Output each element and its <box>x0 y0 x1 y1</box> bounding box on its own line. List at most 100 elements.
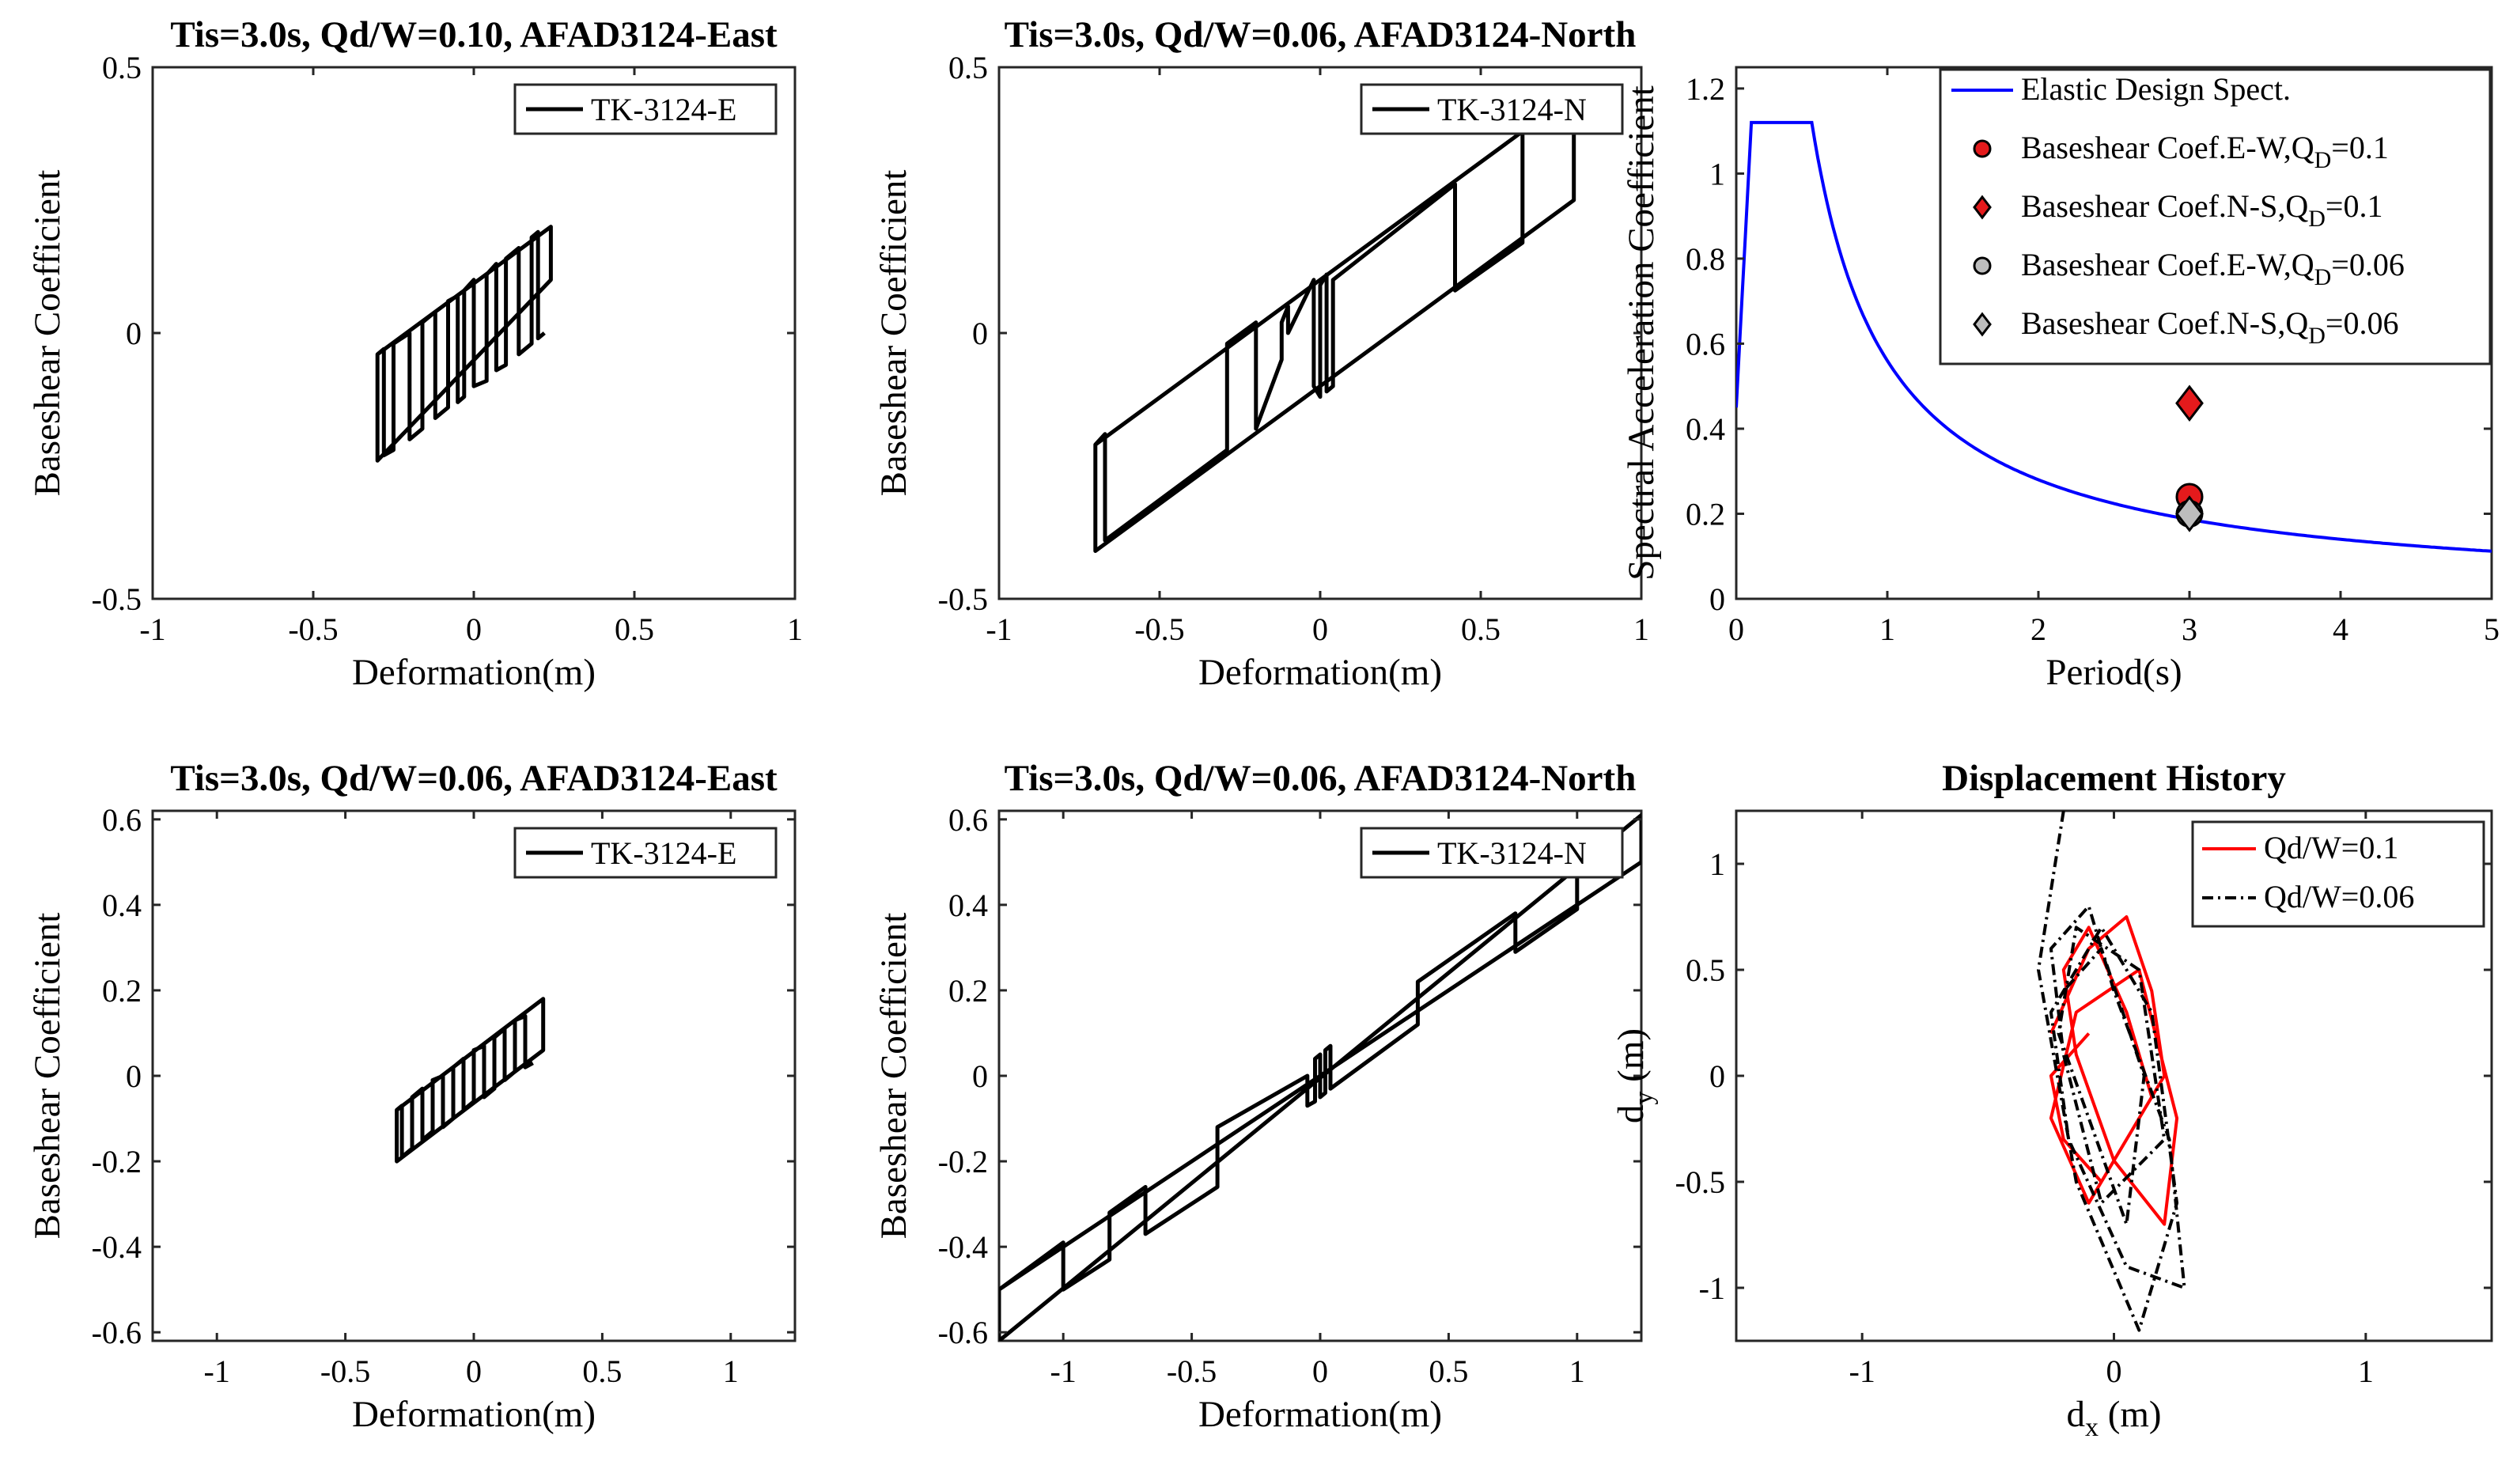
plot-area <box>375 225 553 463</box>
y-tick-label: 0.4 <box>948 888 988 923</box>
plot-area <box>999 812 1641 1341</box>
chart-p4: -1 -0.5 0 0.5 1 -0.6 -0.4 -0.2 0 0.2 0.4 0.6 Tis=3.0… <box>27 758 797 1435</box>
x-tick-label: 0 <box>1312 1353 1328 1389</box>
y-tick-label: -0.5 <box>938 581 988 617</box>
y-tick-label: 0.6 <box>1686 326 1725 362</box>
y-tick-label: 0 <box>1709 1058 1725 1094</box>
x-tick-label: 0.5 <box>1429 1353 1468 1389</box>
x-tick-label: 0 <box>1312 611 1328 647</box>
x-tick-label: 3 <box>2182 611 2197 647</box>
y-axis-label: Baseshear Coefficient <box>27 913 68 1240</box>
legend-label: Elastic Design Spect. <box>2021 71 2291 107</box>
y-axis-label: dy (m) <box>1610 1028 1659 1123</box>
series-line-0 <box>999 812 1641 1341</box>
y-axis-label: Baseshear Coefficient <box>873 913 914 1240</box>
plot-area <box>1736 120 2492 553</box>
legend-label: Baseshear Coef.E-W,QD=0.1 <box>2021 130 2389 173</box>
x-tick-label: 1 <box>723 1353 739 1389</box>
series-line-0 <box>2049 915 2179 1226</box>
x-tick-label: -0.5 <box>1134 611 1184 647</box>
y-tick-label: 0.5 <box>1686 952 1725 988</box>
y-tick-label: 0.4 <box>1686 411 1725 447</box>
x-tick-label: -0.5 <box>1167 1353 1217 1389</box>
chart-title: Displacement History <box>1942 758 2286 799</box>
series-line-0 <box>375 225 553 463</box>
x-tick-label: 5 <box>2484 611 2500 647</box>
y-tick-label: -0.2 <box>92 1144 142 1179</box>
series-line-0 <box>395 997 546 1164</box>
y-tick-label: 0.4 <box>102 888 142 923</box>
y-tick-label: -0.2 <box>938 1144 988 1179</box>
legend-label: TK-3124-E <box>591 835 736 871</box>
legend-marker <box>1973 312 1992 337</box>
plot-area <box>395 997 546 1164</box>
y-tick-label: 1 <box>1709 156 1725 191</box>
x-axis-label: Deformation(m) <box>352 1394 596 1435</box>
x-tick-label: 2 <box>2030 611 2046 647</box>
y-tick-label: 0.2 <box>948 973 988 1009</box>
y-tick-label: 0.2 <box>1686 496 1725 532</box>
chart-title: Tis=3.0s, Qd/W=0.10, AFAD3124-East <box>170 14 778 55</box>
y-tick-label: -0.4 <box>938 1229 988 1265</box>
x-tick-label: -1 <box>986 611 1012 647</box>
y-tick-label: -0.6 <box>92 1315 142 1350</box>
y-tick-label: 1 <box>1709 846 1725 882</box>
x-tick-label: -1 <box>139 611 165 647</box>
x-axis-label: Period(s) <box>2046 652 2182 693</box>
x-tick-label: 0 <box>466 1353 482 1389</box>
y-tick-label: -0.6 <box>938 1315 988 1350</box>
chart-title: Tis=3.0s, Qd/W=0.06, AFAD3124-North <box>1005 758 1637 799</box>
x-tick-label: -0.5 <box>320 1353 370 1389</box>
y-tick-label: 1.2 <box>1686 71 1725 107</box>
y-tick-label: -1 <box>1699 1270 1725 1306</box>
y-tick-label: -0.5 <box>1675 1164 1725 1200</box>
y-tick-label: 0.5 <box>102 50 142 85</box>
spectrum-line <box>1736 120 2492 553</box>
y-axis-label: Spectral Acceleration Coefficient <box>1621 85 1662 581</box>
x-tick-label: 0.5 <box>1461 611 1501 647</box>
y-tick-label: -0.5 <box>92 581 142 617</box>
y-axis-label: Baseshear Coefficient <box>873 170 914 497</box>
x-axis-label: Deformation(m) <box>1198 1394 1442 1435</box>
x-tick-label: 0 <box>466 611 482 647</box>
plot-area <box>1093 92 1576 553</box>
y-tick-label: 0 <box>1709 581 1725 617</box>
plot-area <box>2037 811 2186 1332</box>
scatter-point-3 <box>2175 495 2204 532</box>
chart-title: Tis=3.0s, Qd/W=0.06, AFAD3124-North <box>1005 14 1637 55</box>
chart-p5: -1 -0.5 0 0.5 1 -0.6 -0.4 -0.2 0 0.2 0.4 0.6 Tis=3.0… <box>873 758 1643 1435</box>
legend-marker <box>1973 256 1992 275</box>
x-tick-label: -1 <box>1849 1353 1875 1389</box>
y-axis-label: Baseshear Coefficient <box>27 170 68 497</box>
y-tick-label: 0.8 <box>1686 241 1725 277</box>
x-tick-label: 4 <box>2333 611 2348 647</box>
x-axis-label: dx (m) <box>2066 1394 2161 1442</box>
x-tick-label: -0.5 <box>288 611 338 647</box>
x-tick-label: 1 <box>1569 1353 1585 1389</box>
legend-label: TK-3124-E <box>591 92 736 127</box>
x-tick-label: -1 <box>1050 1353 1077 1389</box>
series-line-0 <box>1093 92 1576 553</box>
x-axis-label: Deformation(m) <box>1198 652 1442 693</box>
chart-title: Tis=3.0s, Qd/W=0.06, AFAD3124-East <box>170 758 778 799</box>
x-tick-label: 0 <box>1728 611 1744 647</box>
legend-label: Baseshear Coef.N-S,QD=0.1 <box>2021 188 2382 232</box>
legend-label: Qd/W=0.1 <box>2264 830 2398 865</box>
legend-label: TK-3124-N <box>1437 835 1587 871</box>
y-tick-label: 0.2 <box>102 973 142 1009</box>
legend-label: Baseshear Coef.E-W,QD=0.06 <box>2021 247 2405 290</box>
scatter-point-1 <box>2175 384 2204 422</box>
y-tick-label: 0.5 <box>948 50 988 85</box>
legend-label: Baseshear Coef.N-S,QD=0.06 <box>2021 305 2398 349</box>
y-tick-label: 0 <box>972 316 988 351</box>
x-tick-label: -1 <box>204 1353 230 1389</box>
legend-label: Qd/W=0.06 <box>2264 879 2414 914</box>
legend-label: TK-3124-N <box>1437 92 1587 127</box>
legend-box <box>1939 68 2492 365</box>
x-tick-label: 1 <box>787 611 803 647</box>
x-tick-label: 0.5 <box>582 1353 622 1389</box>
x-tick-label: 1 <box>1633 611 1649 647</box>
